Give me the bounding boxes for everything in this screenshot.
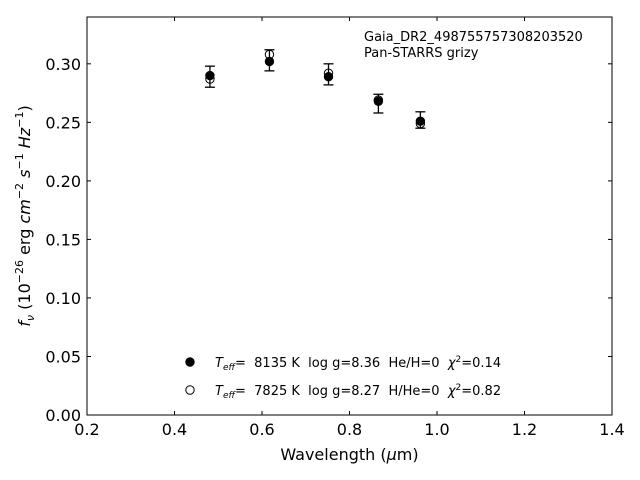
x-tick-label: 1.0 [424,420,449,439]
y-tick-label: 0.00 [45,406,81,425]
x-tick-label: 0.4 [162,420,187,439]
legend-marker [185,385,195,395]
y-tick-label: 0.05 [45,347,81,366]
x-tick-label: 1.4 [599,420,624,439]
open-model-point [415,118,426,129]
survey-annotation: Pan-STARRS grizy [364,46,479,61]
object-name-annotation: Gaia_DR2_4987557573082035​20 [364,30,583,45]
data-points [205,49,426,129]
y-tick-label: 0.20 [45,172,81,191]
y-axis-label: fν (10−26 erg cm−2 s−1 Hz−1) [13,105,37,326]
legend: Teff= 8135 K log g=8.36 He/H=0 χ2=0.14 Te… [185,355,501,401]
legend-entry: Teff= 7825 K log g=8.27 H/He=0 χ2=0.82 [215,383,501,401]
y-tick-label: 0.30 [45,55,81,74]
x-tick-label: 1.2 [512,420,537,439]
open-model-point [205,74,215,84]
error-bars [204,49,426,129]
y-tick-label: 0.15 [45,230,81,249]
filled-model-point [205,70,215,81]
x-axis-label: Wavelength (μm) [280,445,418,464]
y-axis-ticks: 0.00 0.05 0.10 0.15 0.20 0.25 0.30 [45,55,612,425]
open-model-point [323,68,334,78]
filled-model-point [415,116,426,126]
x-tick-label: 0.2 [74,420,99,439]
y-tick-label: 0.25 [45,113,81,132]
filled-model-point [323,72,334,82]
filled-model-point [264,56,275,67]
open-model-point [264,49,275,60]
x-tick-label: 0.8 [337,420,362,439]
legend-marker [185,357,195,367]
open-model-point [373,95,384,105]
y-tick-label: 0.10 [45,289,81,308]
legend-entry: Teff= 8135 K log g=8.36 He/H=0 χ2=0.14 [215,355,501,373]
x-tick-label: 0.6 [249,420,274,439]
x-axis-ticks: 0.2 0.4 0.6 0.8 1.0 1.2 1.4 [74,17,625,439]
